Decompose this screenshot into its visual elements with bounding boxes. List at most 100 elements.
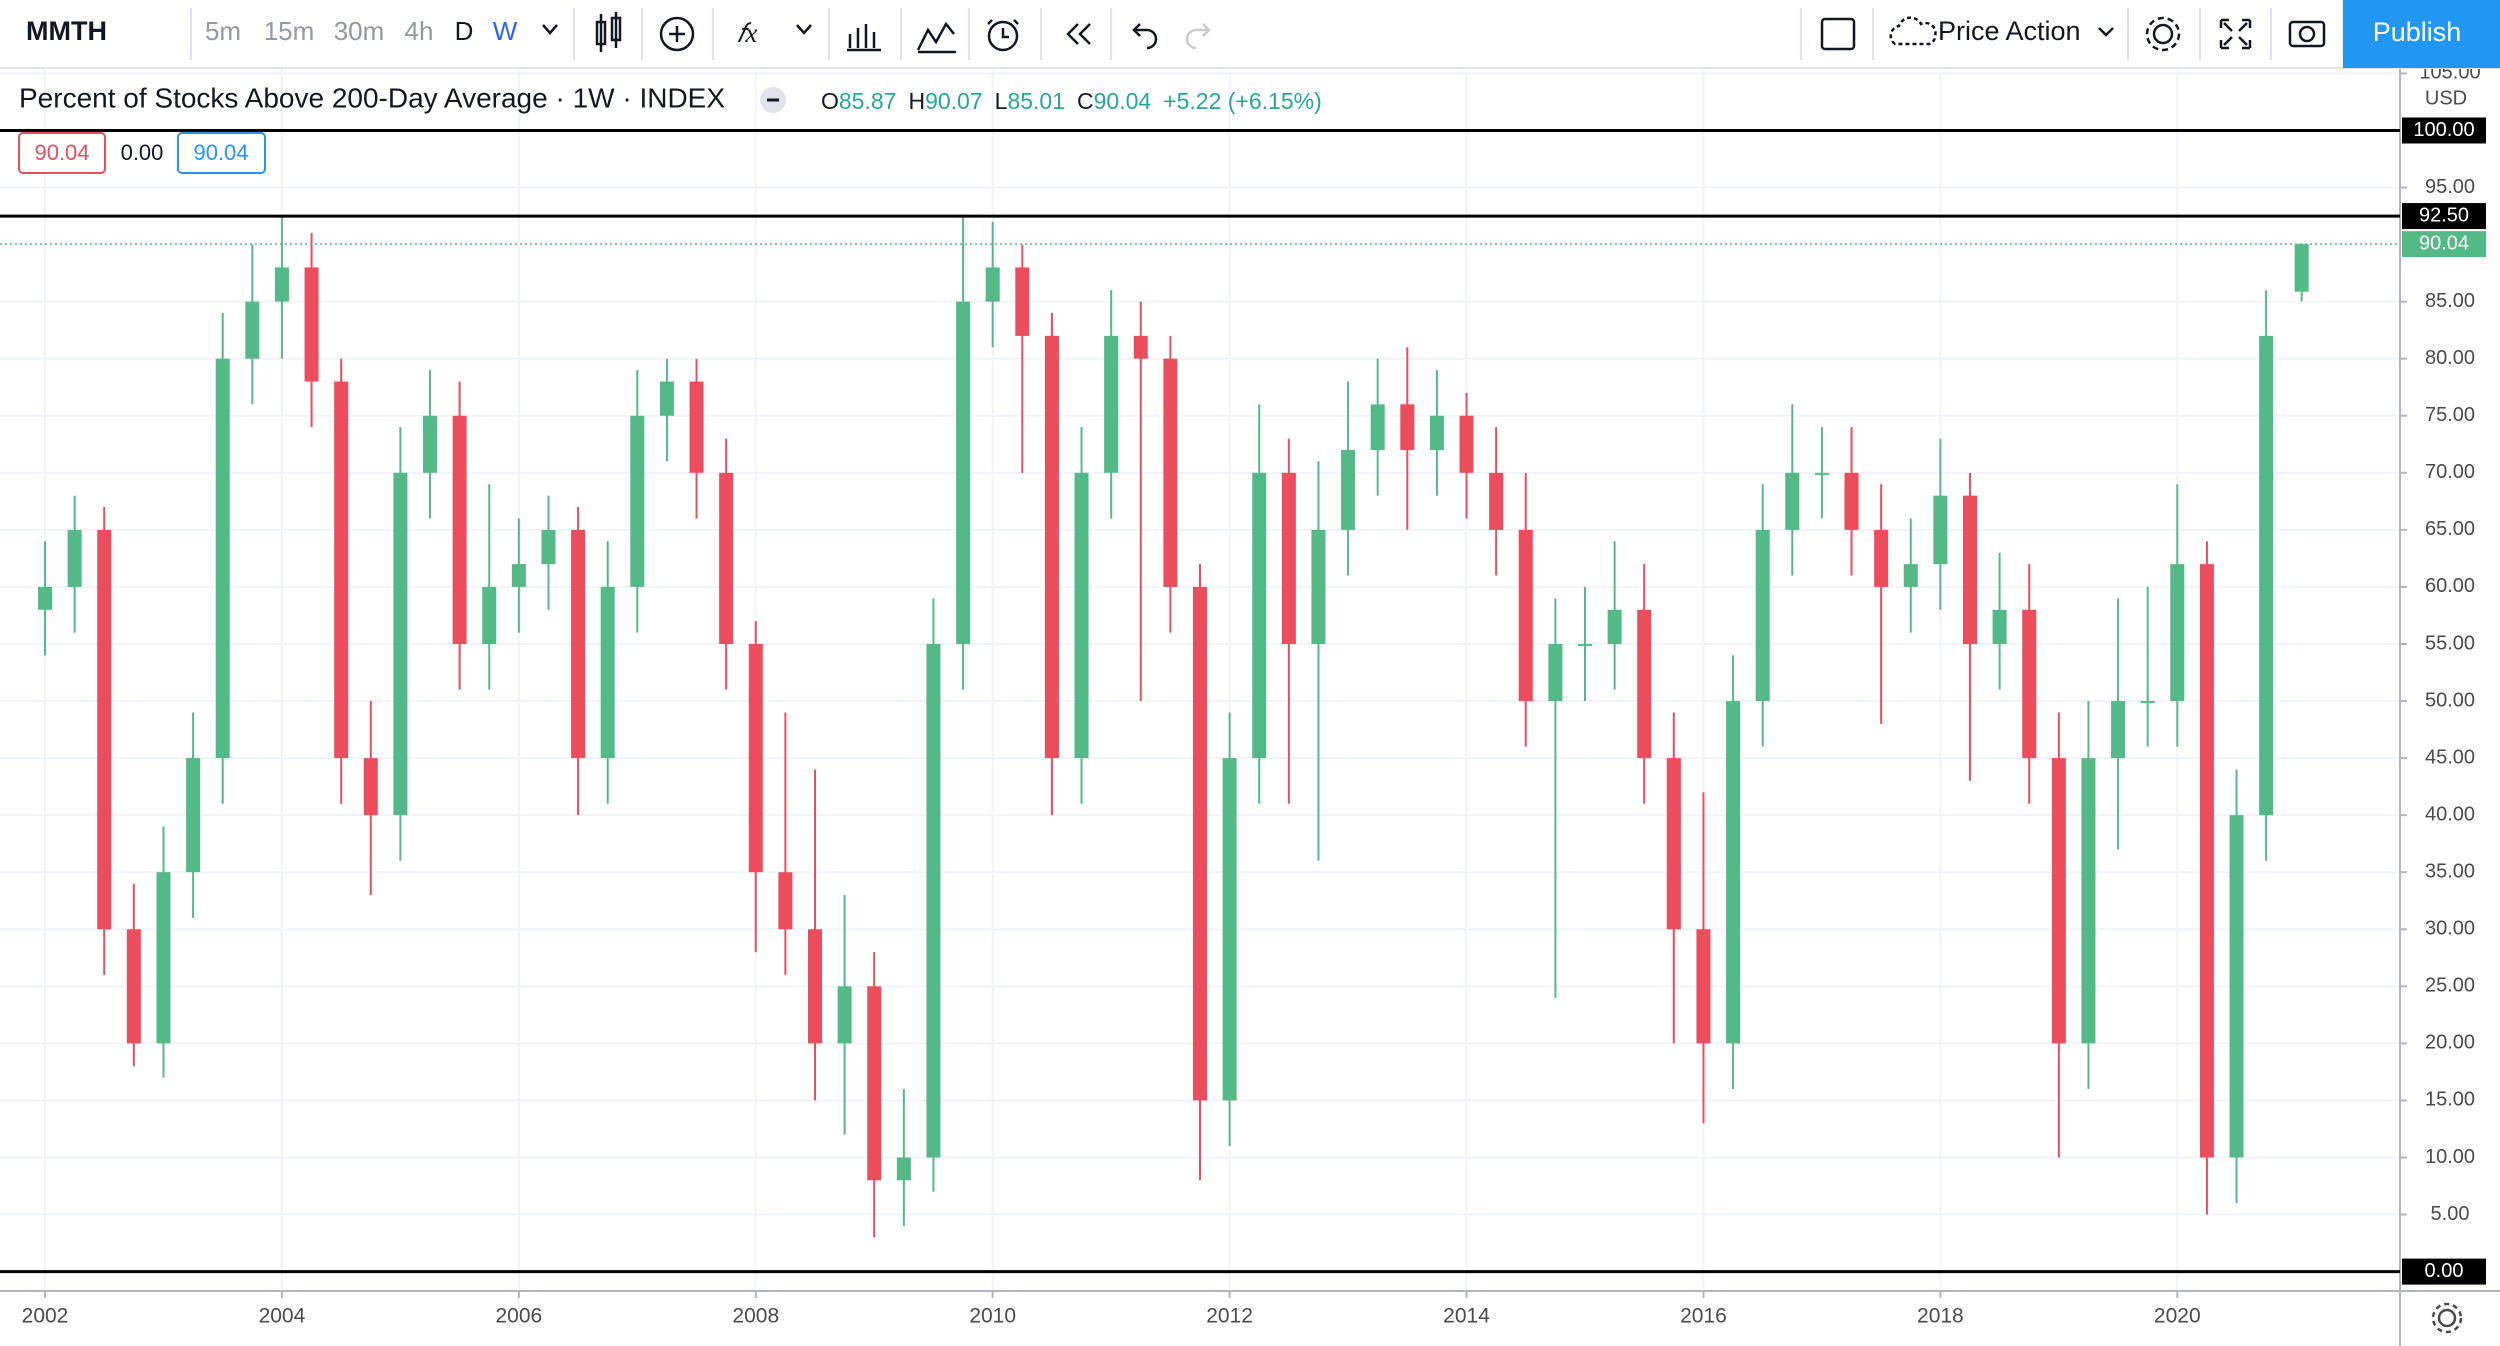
candle-body bbox=[97, 529, 112, 930]
hline-price-label: 0.00 bbox=[2425, 1260, 2464, 1282]
candle-body bbox=[186, 758, 201, 873]
candle-body bbox=[1814, 472, 1829, 475]
candle-body bbox=[2294, 244, 2309, 292]
candle-body bbox=[719, 472, 734, 644]
y-tick-label: 40.00 bbox=[2425, 803, 2475, 825]
y-tick-label: 60.00 bbox=[2425, 575, 2475, 597]
y-tick-label: 5.00 bbox=[2431, 1203, 2470, 1225]
candle-body bbox=[1607, 609, 1622, 644]
candle-body bbox=[1400, 404, 1415, 450]
intervals: 5m 15m 30m 4h D W bbox=[205, 16, 518, 46]
candle-body bbox=[2022, 609, 2037, 759]
hline-price-tag bbox=[2402, 1258, 2486, 1285]
y-tick-label: 85.00 bbox=[2425, 290, 2475, 312]
candle-body bbox=[1992, 609, 2007, 644]
x-tick-label: 2010 bbox=[969, 1305, 1016, 1328]
candle-body bbox=[2199, 564, 2214, 1158]
interval-button[interactable]: 4h bbox=[405, 16, 434, 46]
candle-body bbox=[1429, 415, 1444, 450]
x-tick-label: 2012 bbox=[1206, 1305, 1253, 1328]
candle-body bbox=[393, 472, 408, 816]
ohlc-legend: O85.87 H90.07 L85.01 C90.04 +5.22 (+6.15%) bbox=[821, 88, 1322, 114]
legend-toggle[interactable] bbox=[760, 87, 786, 113]
interval-dropdown[interactable] bbox=[542, 24, 558, 35]
layout-cloud-icon[interactable] bbox=[1889, 16, 1937, 46]
candle-body bbox=[1163, 358, 1178, 587]
snapshot-icon[interactable] bbox=[2288, 20, 2326, 48]
plot-area: 5.00 10.00 15.00 20.00 25.00 30.00 35.00 40.00 4… bbox=[0, 62, 2500, 1346]
publish-label[interactable]: Publish bbox=[2373, 17, 2462, 47]
layout-name[interactable]: Price Action bbox=[1938, 16, 2081, 46]
interval-button[interactable]: D bbox=[455, 16, 474, 46]
candle-body bbox=[1281, 472, 1296, 644]
y-tick-label: 70.00 bbox=[2425, 461, 2475, 483]
publish-button[interactable] bbox=[2343, 0, 2500, 68]
x-tick-label: 2016 bbox=[1680, 1305, 1727, 1328]
candle-body bbox=[2259, 335, 2274, 816]
candle-body bbox=[1015, 267, 1030, 336]
interval-button[interactable]: 30m bbox=[334, 16, 385, 46]
last-price-tag bbox=[2402, 231, 2486, 258]
y-tick-label: 35.00 bbox=[2425, 860, 2475, 882]
alert-icon[interactable] bbox=[987, 19, 1019, 52]
candle-body bbox=[1577, 643, 1592, 646]
undo-icon[interactable] bbox=[1132, 23, 1158, 50]
candle-body bbox=[1370, 404, 1385, 450]
chart-type-icon[interactable] bbox=[595, 12, 622, 52]
value-box bbox=[177, 132, 266, 174]
ohlc-letter: C bbox=[1077, 88, 1094, 114]
candle-body bbox=[1459, 415, 1474, 473]
x-tick-label: 2018 bbox=[1917, 1305, 1964, 1328]
change-value: +5.22 (+6.15%) bbox=[1163, 88, 1322, 114]
candle-body bbox=[245, 301, 260, 359]
settings-icon[interactable] bbox=[2145, 16, 2181, 52]
candle-body bbox=[778, 872, 793, 930]
toolbar bbox=[0, 0, 2500, 68]
candle-body bbox=[1933, 495, 1948, 565]
candle-body bbox=[2081, 758, 2096, 1044]
indicators-add-icon[interactable] bbox=[659, 16, 695, 52]
replay-icon[interactable] bbox=[1066, 23, 1091, 45]
toolbar-separators bbox=[190, 8, 2272, 60]
y-tick-label: 15.00 bbox=[2425, 1089, 2475, 1111]
series-title: Percent of Stocks Above 200-Day Average … bbox=[19, 82, 725, 113]
candle-body bbox=[511, 564, 526, 587]
candle-body bbox=[896, 1157, 911, 1181]
fx-icon[interactable]: 𝑓x bbox=[737, 18, 812, 48]
candle-body bbox=[67, 529, 82, 587]
interval-button[interactable]: W bbox=[493, 16, 518, 46]
candle-body bbox=[2140, 701, 2155, 704]
candle-body bbox=[630, 415, 645, 587]
fullscreen-icon[interactable] bbox=[2219, 18, 2252, 50]
candle-body bbox=[1548, 643, 1563, 702]
candle-body bbox=[1666, 758, 1681, 930]
interval-button[interactable]: 15m bbox=[264, 16, 315, 46]
x-tick-label: 2004 bbox=[259, 1305, 306, 1328]
candle-body bbox=[1341, 449, 1356, 530]
candle-body bbox=[600, 586, 615, 759]
hline-price-tag bbox=[2402, 203, 2486, 230]
fullscreen-box-icon[interactable] bbox=[1820, 17, 1856, 51]
candle-body bbox=[1755, 529, 1770, 702]
y-tick-label: 55.00 bbox=[2425, 632, 2475, 654]
value-box-label: 90.04 bbox=[193, 140, 248, 165]
candle-body bbox=[2229, 815, 2244, 1158]
compare-icon[interactable] bbox=[916, 21, 956, 54]
candle-body bbox=[334, 381, 349, 759]
candle-body bbox=[1518, 529, 1533, 702]
candle-body bbox=[1193, 586, 1207, 1101]
ohlc-letter: O bbox=[821, 88, 839, 114]
candle-body bbox=[1637, 609, 1652, 759]
y-tick-label: 25.00 bbox=[2425, 975, 2475, 997]
interval-button[interactable]: 5m bbox=[205, 16, 241, 46]
y-tick-label: 20.00 bbox=[2425, 1032, 2475, 1054]
candle-body bbox=[808, 929, 823, 1044]
candle-body bbox=[748, 643, 763, 873]
symbol[interactable]: MMTH bbox=[26, 16, 107, 46]
layout-dropdown[interactable] bbox=[2098, 27, 2114, 37]
candle-body bbox=[1311, 529, 1326, 644]
axis-settings-icon[interactable] bbox=[2431, 1302, 2463, 1334]
templates-icon[interactable] bbox=[847, 24, 881, 52]
candle-body bbox=[304, 267, 319, 382]
